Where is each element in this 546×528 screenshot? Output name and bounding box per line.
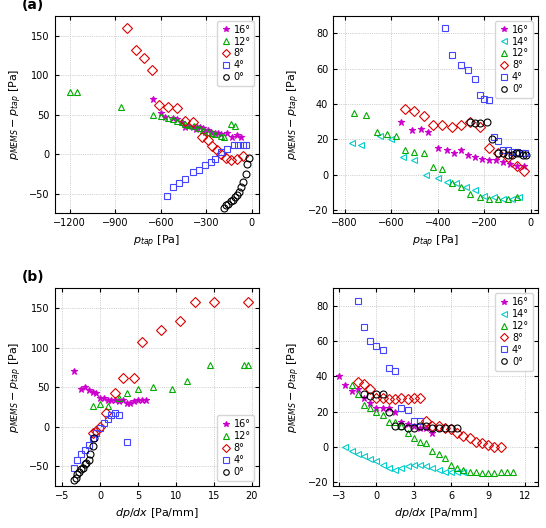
Text: (a): (a) <box>22 0 44 12</box>
Text: (b): (b) <box>22 270 44 285</box>
X-axis label: $p_{tap}$ [Pa]: $p_{tap}$ [Pa] <box>133 234 181 250</box>
Y-axis label: $p_{MEMS} - p_{tap}$ [Pa]: $p_{MEMS} - p_{tap}$ [Pa] <box>7 69 23 160</box>
Legend: 16°, 12°, 8°, 4°, 0°: 16°, 12°, 8°, 4°, 0° <box>217 21 254 86</box>
Legend: 16°, 14°, 12°, 8°, 4°, 0°: 16°, 14°, 12°, 8°, 4°, 0° <box>495 293 533 371</box>
Legend: 16°, 14°, 12°, 8°, 4°, 0°: 16°, 14°, 12°, 8°, 4°, 0° <box>495 21 533 98</box>
X-axis label: $p_{tap}$ [Pa]: $p_{tap}$ [Pa] <box>412 234 459 250</box>
Y-axis label: $p_{MEMS} - p_{tap}$ [Pa]: $p_{MEMS} - p_{tap}$ [Pa] <box>7 342 23 433</box>
Legend: 16°, 12°, 8°, 4°, 0°: 16°, 12°, 8°, 4°, 0° <box>217 416 254 481</box>
Y-axis label: $p_{MEMS} - p_{tap}$ [Pa]: $p_{MEMS} - p_{tap}$ [Pa] <box>286 69 302 160</box>
Y-axis label: $p_{MEMS} - p_{tap}$ [Pa]: $p_{MEMS} - p_{tap}$ [Pa] <box>286 342 302 433</box>
X-axis label: $dp/dx$ [Pa/mm]: $dp/dx$ [Pa/mm] <box>115 506 199 520</box>
X-axis label: $dp/dx$ [Pa/mm]: $dp/dx$ [Pa/mm] <box>394 506 477 520</box>
